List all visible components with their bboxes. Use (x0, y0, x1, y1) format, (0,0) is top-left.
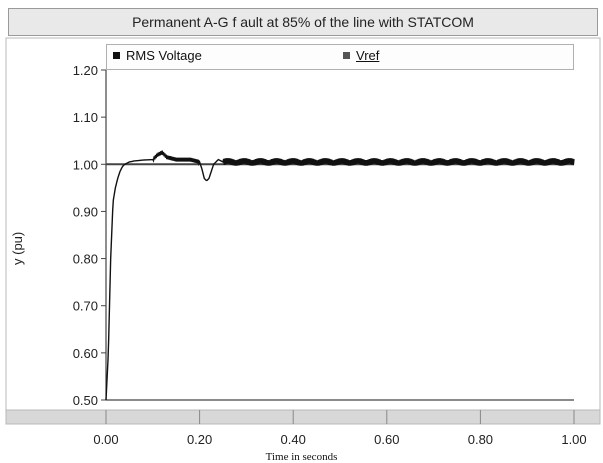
x-axis-label: Time in seconds (265, 451, 338, 463)
chart-title: Permanent A-G f ault at 85% of the line … (8, 8, 598, 36)
legend: RMS Voltage Vref (106, 44, 574, 70)
y-tick-label: 0.80 (73, 252, 98, 267)
x-tick-label: 0.00 (93, 432, 118, 447)
y-axis-label: y (pu) (10, 231, 25, 265)
legend-label-rms: RMS Voltage (126, 48, 202, 63)
x-tick-label: 0.80 (468, 432, 493, 447)
y-tick-label: 1.00 (73, 157, 98, 172)
series-line-rms-voltage (105, 150, 575, 401)
x-tick-label: 0.40 (281, 432, 306, 447)
legend-swatch-vref (343, 52, 350, 59)
x-tick-label: 0.20 (187, 432, 212, 447)
y-tick-label: 1.10 (73, 110, 98, 125)
x-tick-label: 1.00 (561, 432, 586, 447)
x-axis-strip (5, 409, 601, 425)
legend-label-vref: Vref (356, 48, 380, 63)
y-tick-label: 0.60 (73, 346, 98, 361)
y-tick-label: 0.50 (73, 393, 98, 408)
x-tick-label: 0.60 (374, 432, 399, 447)
legend-swatch-rms (113, 52, 120, 59)
y-tick-label: 0.70 (73, 299, 98, 314)
legend-item-vref: Vref (343, 48, 379, 63)
y-tick-label: 0.90 (73, 204, 98, 219)
y-tick-label: 1.20 (73, 63, 98, 78)
legend-item-rms: RMS Voltage (113, 48, 202, 63)
